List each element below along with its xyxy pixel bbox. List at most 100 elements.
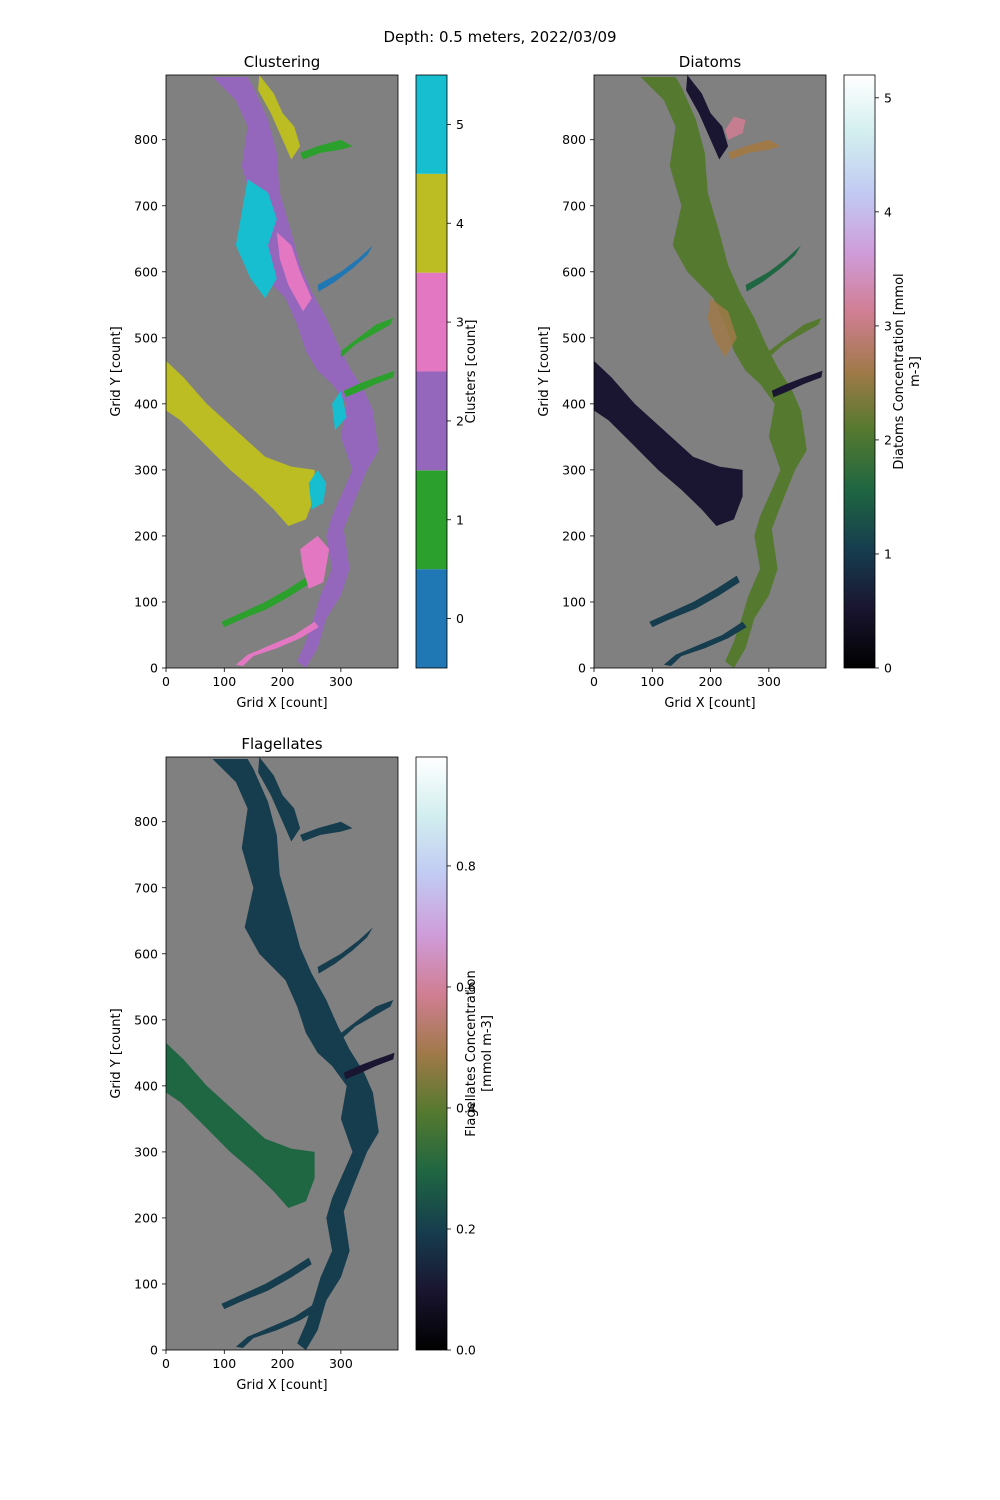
flagellates-ylabel: Grid Y [count] bbox=[109, 1008, 124, 1098]
flagellates-ytick-label: 800 bbox=[134, 814, 158, 829]
diatoms-colorbar-label: Diatoms Concentration [mmol bbox=[892, 273, 907, 469]
flagellates-xtick-label: 200 bbox=[271, 1356, 295, 1371]
diatoms-colorbar-tick-label: 1 bbox=[884, 546, 892, 561]
clustering-xtick-label: 300 bbox=[329, 674, 353, 689]
diatoms-colorbar: 0 1 2 3 4 5 Diatoms Concentration [mmol m-3] bbox=[843, 74, 923, 676]
diatoms-inlet-south bbox=[663, 621, 747, 666]
clustering-colorbar-segment bbox=[416, 173, 447, 273]
clustering-cluster-5-region-south bbox=[308, 469, 327, 510]
clustering-inlet-east-1 bbox=[317, 245, 373, 292]
diatoms-inlet-east-1 bbox=[745, 245, 801, 292]
clustering-cluster-5-region bbox=[235, 179, 277, 299]
diatoms-colorbar-label: m-3] bbox=[908, 356, 923, 387]
flagellates-colorbar-tick-label: 0.8 bbox=[456, 858, 476, 873]
diatoms-land-background bbox=[594, 75, 826, 668]
flagellates-water-field bbox=[166, 757, 395, 1350]
flagellates-colorbar-label: Flagellates Concentration bbox=[464, 970, 479, 1136]
clustering-land-background bbox=[166, 75, 398, 668]
flagellates-ytick-label: 500 bbox=[134, 1012, 158, 1027]
flagellates-north-arm bbox=[258, 757, 301, 842]
clustering-colorbar: 0 1 2 3 4 5 Clusters [count] bbox=[415, 74, 479, 669]
clustering-ytick-label: 100 bbox=[134, 594, 158, 609]
flagellates-xtick-label: 100 bbox=[212, 1356, 236, 1371]
clustering-north-arm bbox=[258, 75, 301, 160]
clustering-inlet-east-2 bbox=[340, 318, 394, 358]
diatoms-colorbar-frame bbox=[843, 74, 876, 669]
flagellates-colorbar-label: [mmol m-3] bbox=[480, 1015, 495, 1092]
diatoms-ytick-label: 700 bbox=[562, 198, 586, 213]
diatoms-inlet-east-2 bbox=[768, 318, 822, 358]
diatoms-ytick-label: 0 bbox=[578, 661, 586, 676]
clustering-xtick-label: 100 bbox=[212, 674, 236, 689]
flagellates-land-background bbox=[166, 757, 398, 1350]
flagellates-colorbar-tick-label: 0.0 bbox=[456, 1343, 476, 1358]
flagellates-xlabel: Grid X [count] bbox=[236, 1378, 327, 1393]
flagellates-ytick-label: 0 bbox=[150, 1343, 158, 1358]
clustering-colorbar-segment bbox=[416, 371, 447, 471]
clustering-colorbar-segment bbox=[416, 569, 447, 668]
diatoms-north-arm bbox=[686, 75, 729, 160]
clustering-colorbar-tick-label: 4 bbox=[456, 216, 464, 231]
clustering-ytick-label: 500 bbox=[134, 330, 158, 345]
clustering-ytick-label: 0 bbox=[150, 661, 158, 676]
clustering-colorbar-segment bbox=[416, 272, 447, 372]
clustering-inlet-southwest bbox=[221, 575, 312, 628]
flagellates-ytick-label: 100 bbox=[134, 1276, 158, 1291]
clustering-ylabel: Grid Y [count] bbox=[109, 326, 124, 416]
flagellates-xtick-label: 0 bbox=[162, 1356, 170, 1371]
clustering-ytick-label: 600 bbox=[134, 264, 158, 279]
flagellates-inlet-north bbox=[300, 821, 353, 842]
diatoms-colorbar-tick-label: 5 bbox=[884, 90, 892, 105]
flagellates-ytick-label: 200 bbox=[134, 1210, 158, 1225]
flagellates-inlet-east-1 bbox=[317, 927, 373, 974]
diatoms-ytick-label: 800 bbox=[562, 132, 586, 147]
flagellates-ytick-label: 700 bbox=[134, 880, 158, 895]
diatoms-inlet-north bbox=[728, 139, 781, 160]
flagellates-inlet-east-2 bbox=[340, 1000, 394, 1040]
diatoms-high-concentration-patch bbox=[707, 298, 737, 358]
clustering-ytick-label: 300 bbox=[134, 462, 158, 477]
clustering-colorbar-segment bbox=[416, 470, 447, 570]
flagellates-colorbar-tick-label: 0.4 bbox=[456, 1100, 476, 1115]
clustering-xlabel: Grid X [count] bbox=[236, 696, 327, 711]
clustering-colorbar-label: Clusters [count] bbox=[464, 320, 479, 424]
clustering-ytick-label: 800 bbox=[134, 132, 158, 147]
diatoms-xtick-label: 300 bbox=[757, 674, 781, 689]
flagellates-ytick-label: 400 bbox=[134, 1078, 158, 1093]
clustering-xtick-label: 0 bbox=[162, 674, 170, 689]
diatoms-colorbar-tick-label: 4 bbox=[884, 204, 892, 219]
clustering-cluster-3-region-south bbox=[300, 535, 330, 589]
clustering-juan-de-fuca bbox=[166, 360, 315, 526]
flagellates-main-channel bbox=[212, 759, 379, 1350]
clustering-inlet-east-3 bbox=[343, 370, 395, 398]
diatoms-colorbar-tick-label: 0 bbox=[884, 661, 892, 676]
flagellates-title: Flagellates bbox=[241, 735, 322, 753]
diatoms-main-channel bbox=[640, 77, 807, 668]
flagellates-colorbar-gradient bbox=[416, 757, 447, 1350]
flagellates-colorbar-tick-label: 0.2 bbox=[456, 1221, 476, 1236]
diatoms-xtick-label: 0 bbox=[590, 674, 598, 689]
diatoms-ytick-label: 400 bbox=[562, 396, 586, 411]
diatoms-ytick-label: 200 bbox=[562, 528, 586, 543]
flagellates-inlet-east-3 bbox=[343, 1052, 395, 1080]
flagellates-colorbar: 0.0 0.2 0.4 0.6 0.8 Flagellates Concentration… bbox=[415, 756, 495, 1358]
clustering-inlet-south bbox=[235, 621, 319, 666]
diatoms-panel: Diatoms 0 100 200 300 0 100 200 300 400 500 600 700 8… bbox=[537, 53, 923, 711]
flagellates-xtick-label: 300 bbox=[329, 1356, 353, 1371]
clustering-axes-frame bbox=[165, 74, 399, 669]
clustering-water-field bbox=[166, 75, 395, 668]
diatoms-xlabel: Grid X [count] bbox=[664, 696, 755, 711]
clustering-inlet-north bbox=[300, 139, 353, 160]
figure-suptitle: Depth: 0.5 meters, 2022/03/09 bbox=[383, 28, 616, 46]
diatoms-colorbar-gradient bbox=[844, 75, 875, 668]
clustering-ytick-label: 700 bbox=[134, 198, 158, 213]
clustering-xtick-label: 200 bbox=[271, 674, 295, 689]
clustering-colorbar-tick-label: 2 bbox=[456, 413, 464, 428]
diatoms-ylabel: Grid Y [count] bbox=[537, 326, 552, 416]
diatoms-xtick-label: 200 bbox=[699, 674, 723, 689]
flagellates-panel: Flagellates 0 100 200 300 0 100 200 300 400 500 600… bbox=[109, 735, 495, 1393]
flagellates-ytick-label: 600 bbox=[134, 946, 158, 961]
diatoms-axes-frame bbox=[593, 74, 827, 669]
flagellates-colorbar-tick-label: 0.6 bbox=[456, 979, 476, 994]
flagellates-inlet-southwest bbox=[221, 1257, 312, 1310]
